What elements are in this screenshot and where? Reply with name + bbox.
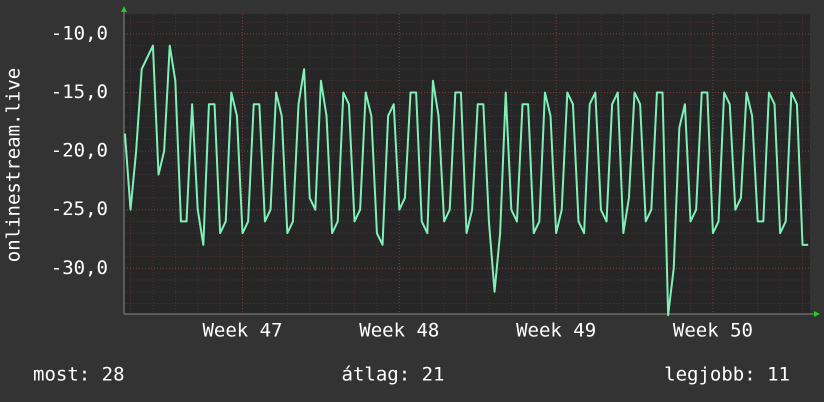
y-tick-label: -20,0 (51, 140, 108, 162)
y-axis-label: onlinestream.live (3, 68, 25, 262)
x-tick-label: Week 47 (202, 320, 282, 342)
y-tick-label: -30,0 (51, 257, 108, 279)
stat: legjobb: 11 (664, 364, 790, 386)
stat: most: 28 (33, 364, 125, 386)
x-tick-label: Week 50 (673, 320, 753, 342)
y-tick-label: -15,0 (51, 81, 108, 103)
x-tick-label: Week 49 (516, 320, 596, 342)
axis-arrow (121, 6, 127, 12)
y-tick-label: -10,0 (51, 22, 108, 44)
axis-arrow (814, 311, 820, 317)
series-line (123, 44, 809, 317)
x-tick-label: Week 48 (359, 320, 439, 342)
stat: átlag: 21 (342, 364, 445, 386)
y-tick-label: -25,0 (51, 198, 108, 220)
